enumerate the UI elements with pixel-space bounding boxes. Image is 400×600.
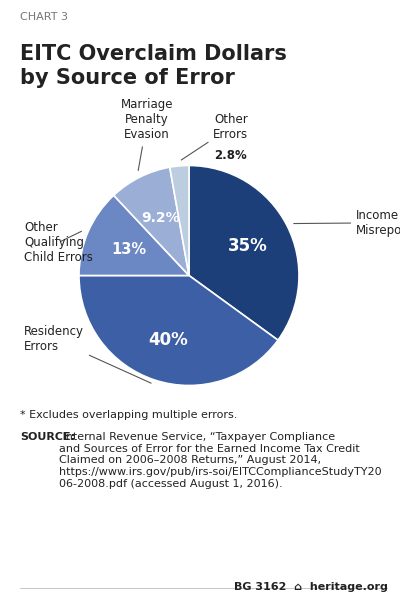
Text: 35%: 35% xyxy=(228,236,268,254)
Text: Marriage
Penalty
Evasion: Marriage Penalty Evasion xyxy=(121,98,174,170)
Text: Other
Qualifying
Child Errors: Other Qualifying Child Errors xyxy=(24,221,93,264)
Text: Residency
Errors: Residency Errors xyxy=(24,325,151,383)
Text: CHART 3: CHART 3 xyxy=(20,12,68,22)
Text: 2.8%: 2.8% xyxy=(214,149,247,162)
Text: Other
Errors: Other Errors xyxy=(181,113,248,160)
Text: BG 3162  ⌂  heritage.org: BG 3162 ⌂ heritage.org xyxy=(234,582,388,592)
Text: 13%: 13% xyxy=(111,242,146,257)
Text: * Excludes overlapping multiple errors.: * Excludes overlapping multiple errors. xyxy=(20,410,237,420)
Text: 9.2%: 9.2% xyxy=(141,211,180,226)
Text: EITC Overclaim Dollars
by Source of Error: EITC Overclaim Dollars by Source of Erro… xyxy=(20,44,287,88)
Wedge shape xyxy=(79,275,278,385)
Text: 40%: 40% xyxy=(148,331,188,349)
Text: Internal Revenue Service, “Taxpayer Compliance
and Sources of Error for the Earn: Internal Revenue Service, “Taxpayer Comp… xyxy=(59,432,382,488)
Wedge shape xyxy=(79,196,189,275)
Wedge shape xyxy=(170,166,189,275)
Text: SOURCE:: SOURCE: xyxy=(20,432,75,442)
Text: Income
Misreporting*: Income Misreporting* xyxy=(294,209,400,236)
Wedge shape xyxy=(189,166,299,340)
Wedge shape xyxy=(114,167,189,275)
